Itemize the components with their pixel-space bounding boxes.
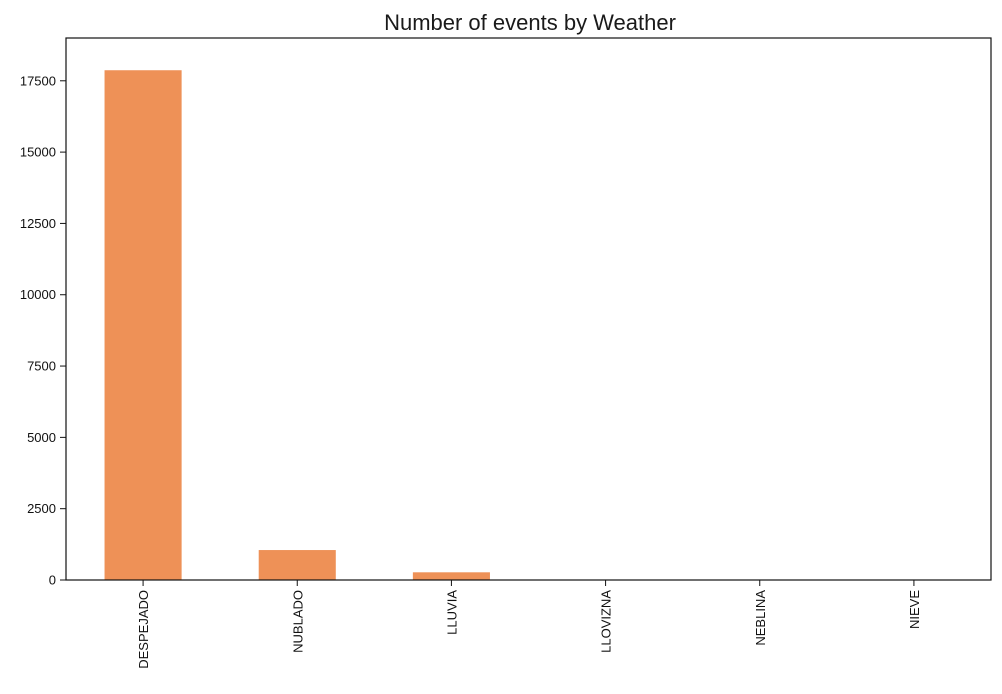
y-tick-label: 12500 xyxy=(20,216,56,231)
x-tick-label: NEBLINA xyxy=(753,590,768,646)
x-tick-label: NIEVE xyxy=(907,590,922,629)
y-tick-label: 2500 xyxy=(27,501,56,516)
y-tick-label: 7500 xyxy=(27,359,56,374)
y-tick-label: 10000 xyxy=(20,287,56,302)
y-tick-label: 17500 xyxy=(20,73,56,88)
x-tick-label: LLOVIZNA xyxy=(599,590,614,653)
x-tick-label: NUBLADO xyxy=(290,590,305,653)
y-tick-label: 0 xyxy=(49,573,56,588)
x-axis: DESPEJADO NUBLADO LLUVIA LLOVIZNA NEBLINA NIE… xyxy=(136,580,922,669)
bar-nublado xyxy=(258,550,336,580)
y-tick-label: 5000 xyxy=(27,430,56,445)
chart-title: Number of events by Weather xyxy=(384,10,676,35)
x-tick-label: DESPEJADO xyxy=(136,590,151,669)
bar-lluvia xyxy=(412,572,490,580)
y-axis: 0 2500 5000 7500 10000 12500 15000 17500 xyxy=(20,73,66,588)
x-tick-label: LLUVIA xyxy=(444,590,459,635)
plot-frame xyxy=(65,37,992,581)
bars-layer xyxy=(104,70,953,580)
y-tick-label: 15000 xyxy=(20,145,56,160)
bar-despejado xyxy=(104,70,182,580)
